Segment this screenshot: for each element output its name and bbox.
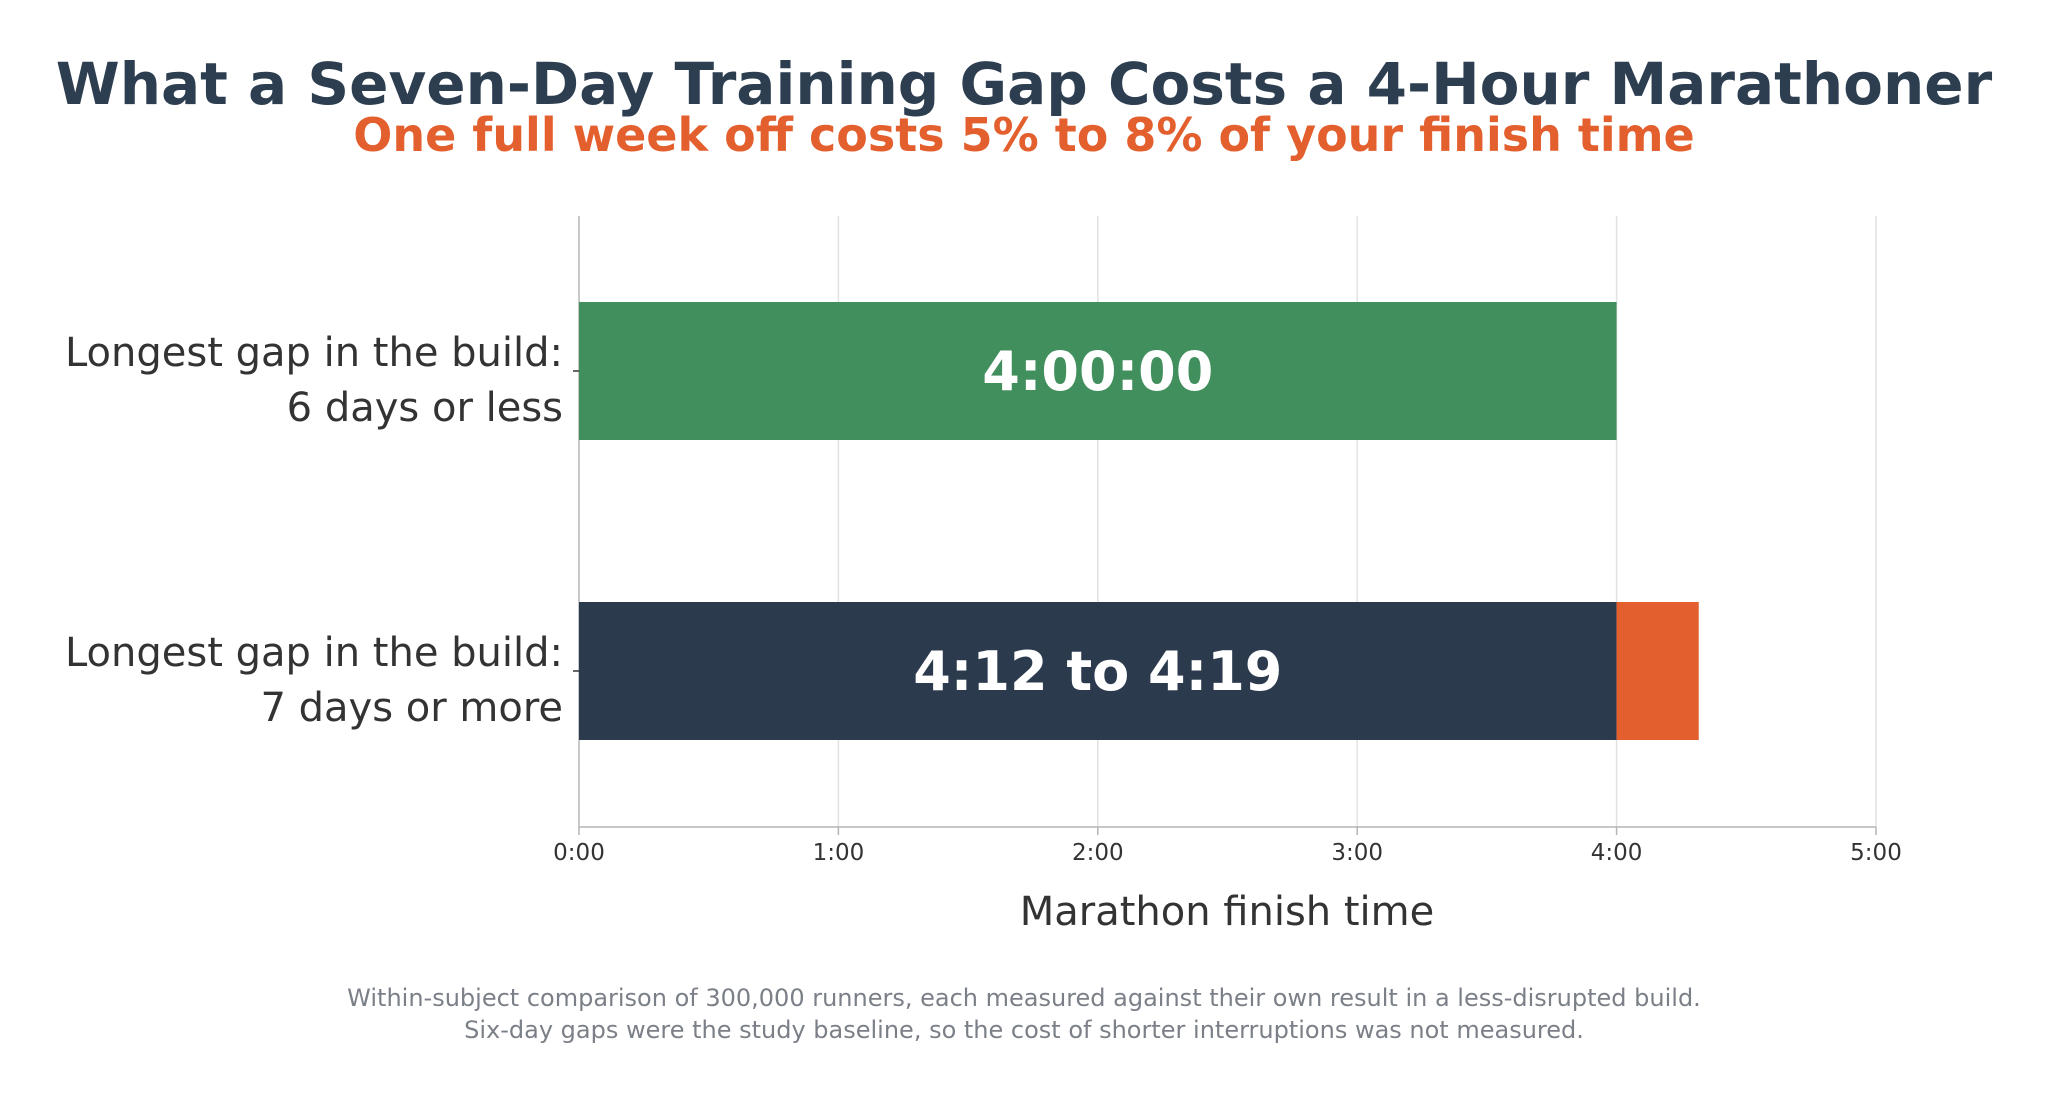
bar-finish-time bbox=[579, 602, 1617, 740]
y-category-label: 7 days or more bbox=[260, 685, 563, 731]
bar-finish-time bbox=[579, 302, 1617, 440]
footnote-line-2: Six-day gaps were the study baseline, so… bbox=[464, 1016, 1584, 1044]
x-tick-label: 4:00 bbox=[1591, 840, 1643, 866]
footnote-line-1: Within-subject comparison of 300,000 run… bbox=[347, 984, 1701, 1012]
bar-chart: 0:00 1:00 2:00 3:00 4:00 5:00 4:00:00 Longest g… bbox=[65, 216, 1902, 935]
x-axis-title: Marathon finish time bbox=[1020, 889, 1435, 935]
chart-subtitle: One full week off costs 5% to 8% of your… bbox=[353, 108, 1695, 162]
bar-data-label: 4:12 to 4:19 bbox=[913, 640, 1282, 703]
y-category-label: 6 days or less bbox=[287, 385, 563, 431]
y-category-label: Longest gap in the build: bbox=[65, 330, 563, 376]
bar-data-label: 4:00:00 bbox=[982, 340, 1213, 403]
y-category-label: Longest gap in the build: bbox=[65, 630, 563, 676]
x-tick-label: 1:00 bbox=[813, 840, 865, 866]
x-tick-label: 2:00 bbox=[1072, 840, 1124, 866]
x-tick-label: 5:00 bbox=[1850, 840, 1902, 866]
x-tick-label: 3:00 bbox=[1331, 840, 1383, 866]
x-tick-label: 0:00 bbox=[553, 840, 605, 866]
bar-gap-cost bbox=[1616, 602, 1699, 740]
chart-title: What a Seven-Day Training Gap Costs a 4-… bbox=[55, 50, 1993, 118]
